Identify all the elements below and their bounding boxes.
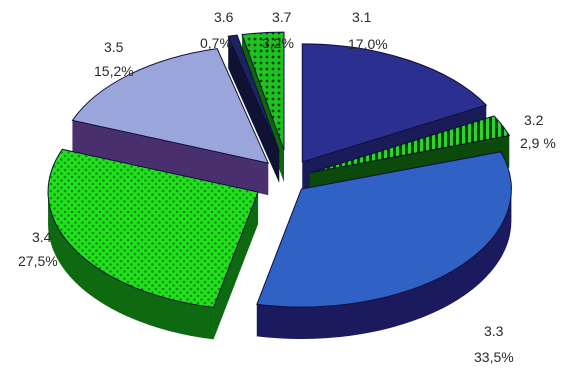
label-category-3-5: 3.5 bbox=[104, 39, 124, 55]
slice-3-1-top bbox=[301, 43, 488, 163]
label-category-3-2: 3.2 bbox=[524, 112, 544, 128]
slice-3-3 bbox=[256, 151, 512, 340]
slice-3-5-wall-0 bbox=[72, 120, 269, 196]
label-category-3-4: 3.4 bbox=[32, 229, 52, 245]
slice-3-2-top bbox=[309, 115, 511, 174]
slices-group bbox=[47, 31, 512, 340]
label-category-3-1: 3.1 bbox=[352, 9, 372, 25]
label-category-3-7: 3.7 bbox=[272, 9, 292, 25]
slice-3-5-top bbox=[71, 48, 270, 164]
label-value-3-3: 33,5% bbox=[474, 349, 514, 365]
label-value-3-1: 17,0% bbox=[348, 36, 388, 52]
slice-3-3-side bbox=[256, 189, 512, 340]
slice-3-3-top bbox=[256, 151, 512, 308]
slice-3-5 bbox=[71, 48, 270, 196]
slice-3-6-top bbox=[227, 34, 280, 151]
slice-3-7-top bbox=[241, 31, 285, 151]
label-value-3-5: 15,2% bbox=[94, 63, 134, 79]
label-category-3-6: 3.6 bbox=[214, 9, 234, 25]
slice-3-4-top bbox=[47, 148, 259, 308]
slice-3-6 bbox=[227, 34, 280, 183]
slice-3-4-wall-0 bbox=[213, 192, 259, 340]
label-value-3-2: 2,9 % bbox=[520, 135, 556, 151]
slice-3-4-side bbox=[48, 192, 214, 340]
label-category-3-3: 3.3 bbox=[484, 323, 504, 339]
label-value-3-6: 0,7% bbox=[200, 35, 232, 51]
slice-3-4 bbox=[47, 148, 259, 340]
label-value-3-7: 3,2% bbox=[262, 35, 294, 51]
label-value-3-4: 27,5% bbox=[18, 253, 58, 269]
